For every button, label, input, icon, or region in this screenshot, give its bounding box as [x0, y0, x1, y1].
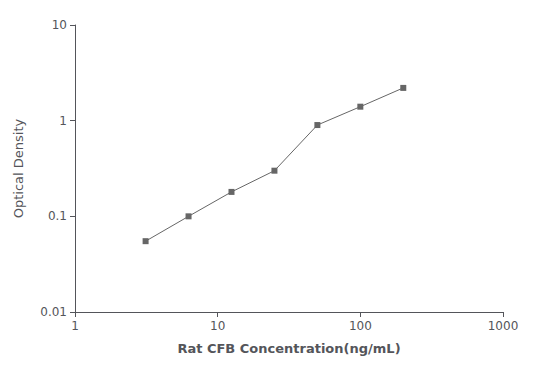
svg-text:Rat CFB Concentration(ng/mL): Rat CFB Concentration(ng/mL): [177, 341, 400, 356]
svg-text:10: 10: [210, 319, 225, 333]
svg-text:1: 1: [71, 319, 79, 333]
svg-text:0.1: 0.1: [48, 209, 67, 223]
svg-text:100: 100: [349, 319, 372, 333]
svg-text:0.01: 0.01: [40, 305, 67, 319]
svg-text:10: 10: [52, 18, 67, 32]
svg-text:1000: 1000: [488, 319, 519, 333]
svg-text:1: 1: [59, 114, 67, 128]
svg-text:Optical Density: Optical Density: [11, 118, 26, 218]
